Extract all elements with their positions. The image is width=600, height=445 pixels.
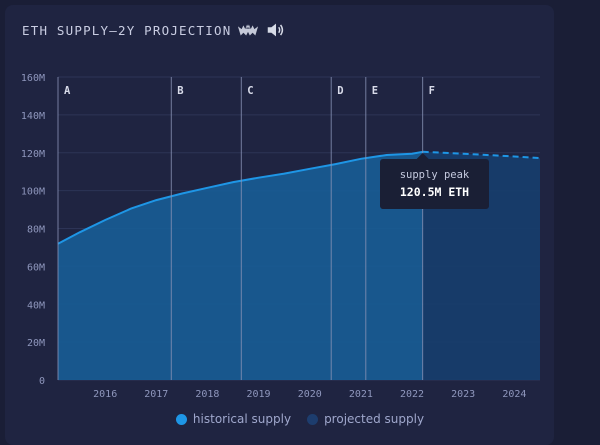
y-tick-label: 140M	[21, 111, 45, 122]
bat-emoji-icon	[238, 24, 259, 36]
chart-title: ETH SUPPLY—2Y PROJECTION	[22, 22, 232, 38]
area-historical-supply	[58, 151, 423, 380]
legend-label-historical: historical supply	[192, 412, 292, 426]
y-tick-label: 40M	[27, 300, 45, 311]
y-tick-label: 160M	[21, 73, 45, 84]
tooltip-pointer	[416, 153, 429, 159]
tooltip-title: supply peak	[400, 169, 470, 181]
marker-label-e: E	[372, 85, 378, 97]
x-tick-label: 2019	[246, 389, 270, 400]
tooltip-value: 120.5M ETH	[400, 185, 469, 199]
y-tick-label: 80M	[27, 225, 45, 236]
chart-header: ETH SUPPLY—2Y PROJECTION	[22, 18, 287, 42]
legend-swatch-projected	[307, 413, 319, 425]
y-tick-label: 20M	[27, 338, 45, 349]
line-projected-supply	[422, 150, 541, 160]
marker-label-f: F	[429, 85, 435, 97]
y-tick-label: 0	[39, 376, 45, 387]
x-tick-label: 2016	[93, 389, 117, 400]
chart-legend: historical supply projected supply	[0, 412, 600, 426]
marker-label-c: C	[247, 85, 253, 97]
legend-item-historical[interactable]: historical supply	[175, 412, 292, 426]
event-markers: A B C D E F	[57, 77, 435, 380]
speaker-emoji-icon	[268, 23, 284, 37]
marker-label-b: B	[177, 85, 183, 97]
y-tick-label: 120M	[21, 149, 45, 160]
x-tick-label: 2021	[349, 389, 373, 400]
y-tick-label: 100M	[21, 187, 45, 198]
supply-peak-tooltip: supply peak 120.5M ETH	[380, 153, 489, 209]
x-tick-label: 2020	[298, 389, 322, 400]
marker-label-d: D	[337, 85, 343, 97]
legend-swatch-historical	[175, 413, 187, 425]
x-tick-label: 2024	[502, 389, 526, 400]
marker-label-a: A	[64, 85, 71, 97]
line-historical-supply	[57, 150, 423, 245]
x-tick-label: 2018	[195, 389, 219, 400]
x-tick-label: 2017	[144, 389, 168, 400]
x-tick-label: 2022	[400, 389, 424, 400]
supply-chart: A B C D E F 0 20M 40M 60M 80M 100M 120M 140M 160M 201…	[21, 73, 541, 400]
legend-item-projected[interactable]: projected supply	[307, 412, 424, 426]
chart-lines	[57, 150, 541, 245]
x-axis: 2016 2017 2018 2019 2020 2021 2022 2023 2024	[93, 389, 526, 400]
legend-label-projected: projected supply	[324, 412, 425, 426]
tooltip-box	[380, 159, 489, 209]
y-tick-label: 60M	[27, 262, 45, 273]
y-axis: 0 20M 40M 60M 80M 100M 120M 140M 160M	[21, 73, 45, 387]
x-tick-label: 2023	[451, 389, 475, 400]
